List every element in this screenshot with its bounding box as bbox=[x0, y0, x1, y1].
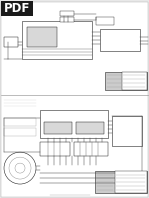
Bar bbox=[76, 122, 104, 134]
Bar bbox=[44, 122, 72, 134]
Bar bbox=[74, 142, 108, 156]
Bar bbox=[4, 118, 36, 126]
Bar bbox=[40, 142, 70, 156]
Bar bbox=[4, 37, 18, 47]
Bar bbox=[112, 116, 142, 146]
Bar bbox=[105, 72, 147, 90]
Bar bbox=[27, 27, 57, 47]
Bar bbox=[122, 72, 147, 90]
Bar bbox=[115, 171, 147, 193]
Circle shape bbox=[4, 152, 36, 184]
Bar bbox=[40, 110, 108, 138]
Bar bbox=[1, 1, 33, 16]
Bar bbox=[60, 11, 74, 16]
Bar bbox=[60, 17, 74, 22]
Bar bbox=[100, 29, 140, 50]
Text: PDF: PDF bbox=[4, 2, 30, 15]
Bar bbox=[96, 17, 114, 25]
Bar bbox=[22, 21, 92, 59]
Bar bbox=[95, 171, 147, 193]
Bar bbox=[4, 128, 36, 136]
